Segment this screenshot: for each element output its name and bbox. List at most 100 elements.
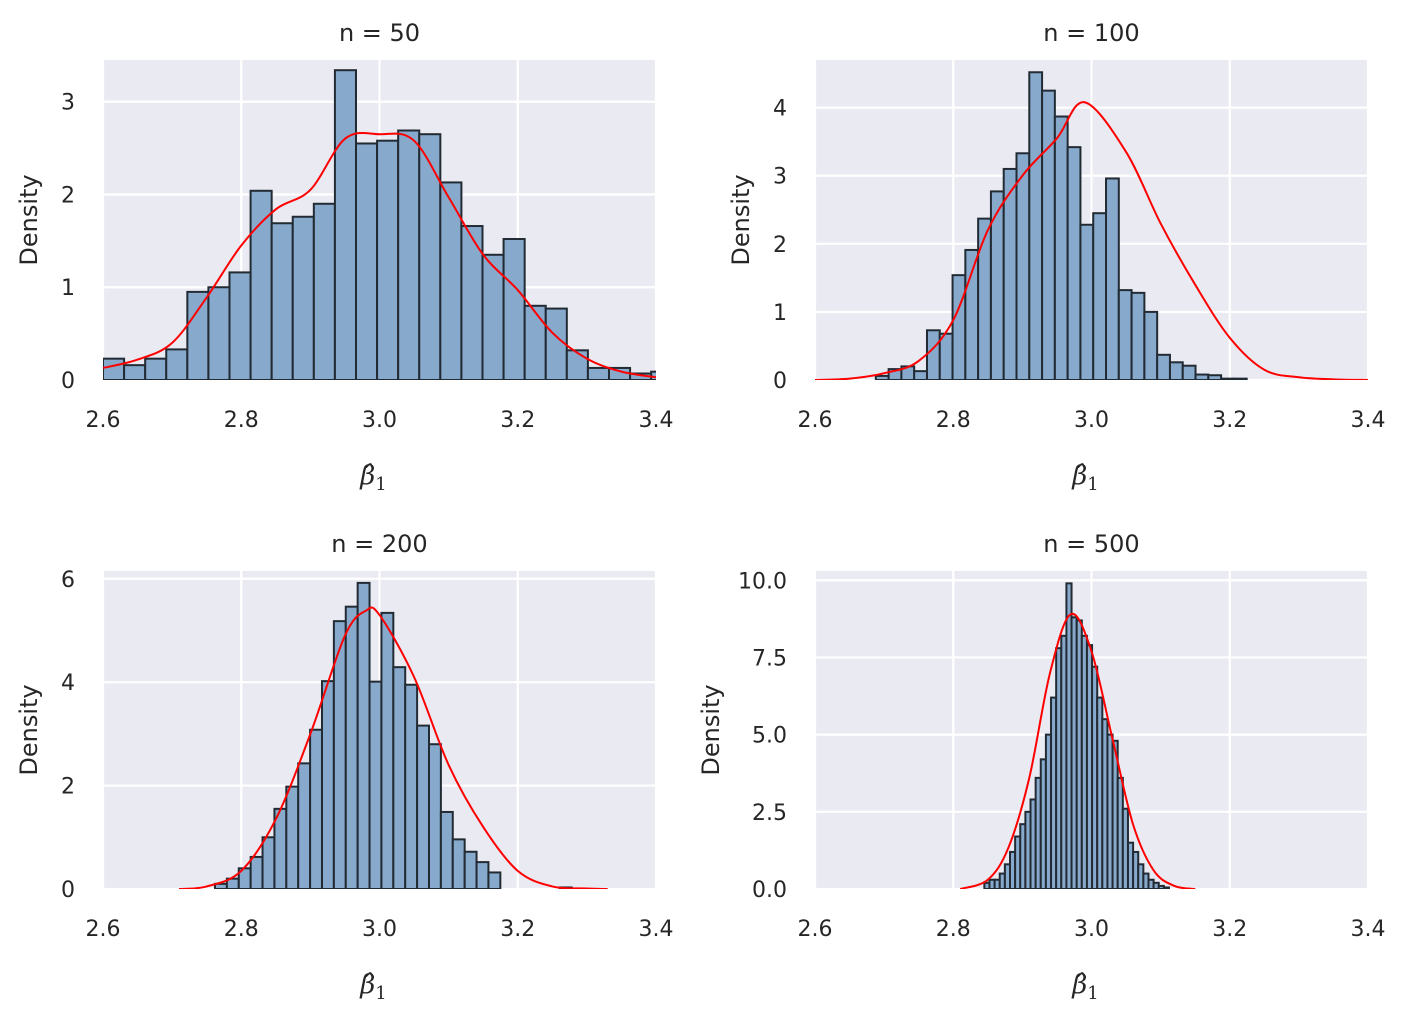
histogram-bars bbox=[103, 69, 656, 380]
y-tick-label: 5.0 bbox=[752, 724, 787, 749]
y-tick-label: 2.5 bbox=[752, 801, 787, 826]
x-tick-label: 2.8 bbox=[936, 408, 971, 433]
histogram-bar bbox=[451, 838, 466, 889]
histogram-bar bbox=[1181, 364, 1197, 380]
histogram-bar bbox=[475, 861, 490, 889]
y-tick-label: 1 bbox=[61, 276, 75, 301]
x-tick-label: 3.2 bbox=[1212, 917, 1247, 942]
y-tick-label: 0 bbox=[61, 878, 75, 903]
histogram-bar bbox=[270, 222, 294, 380]
x-tick-label: 3.0 bbox=[1074, 408, 1109, 433]
histogram-bar bbox=[544, 307, 568, 380]
histogram-bar bbox=[312, 202, 336, 380]
y-tick-label: 3 bbox=[61, 91, 75, 116]
histogram-bar bbox=[320, 680, 335, 889]
histogram-bar bbox=[165, 348, 189, 380]
histogram-bar bbox=[977, 217, 992, 380]
kde-curve bbox=[959, 612, 1196, 889]
histogram-bar bbox=[1092, 212, 1108, 380]
histogram-bar bbox=[1053, 115, 1069, 380]
histogram-bar bbox=[1162, 886, 1171, 889]
histogram-bar bbox=[523, 304, 547, 380]
panel-n50: 2.6 2.8 3.0 3.2 3.4 0 1 2 3 n = 50 Density β̂1 bbox=[15, 19, 674, 495]
histogram-bar bbox=[1130, 291, 1146, 380]
y-tick-label: 2 bbox=[61, 183, 75, 208]
grid bbox=[813, 60, 1370, 382]
panel-title: n = 500 bbox=[1043, 530, 1139, 558]
y-tick-label: 7.5 bbox=[752, 646, 787, 671]
y-tick-label: 2 bbox=[61, 775, 75, 800]
x-tick-label: 2.8 bbox=[224, 917, 259, 942]
y-tick-label: 4 bbox=[773, 97, 787, 122]
histogram-bar bbox=[309, 728, 323, 889]
y-axis-title: Density bbox=[15, 684, 43, 775]
x-tick-label: 3.2 bbox=[1212, 408, 1247, 433]
histogram-bar bbox=[354, 142, 379, 380]
histogram-bar bbox=[261, 836, 276, 889]
histogram-bar bbox=[392, 666, 407, 889]
histogram-bar bbox=[416, 724, 430, 889]
y-axis-title: Density bbox=[697, 684, 725, 775]
panel-n100: 2.6 2.8 3.0 3.2 3.4 0 1 2 3 4 n = 100 Density β̂1 bbox=[727, 19, 1386, 495]
histogram-bar bbox=[913, 370, 928, 380]
histogram-bar bbox=[951, 274, 967, 380]
histogram-bar bbox=[397, 129, 421, 380]
histogram-bar bbox=[249, 855, 264, 889]
histogram-bar bbox=[376, 139, 400, 380]
y-tick-label: 6 bbox=[61, 568, 75, 593]
x-axis-title: β̂1 bbox=[1071, 461, 1098, 495]
histogram-bar bbox=[356, 581, 371, 889]
y-tick-label: 10.0 bbox=[738, 569, 787, 594]
y-tick-label: 0 bbox=[61, 369, 75, 394]
histogram-bar bbox=[1207, 374, 1223, 380]
x-tick-label: 3.4 bbox=[1351, 917, 1386, 942]
y-axis-title: Density bbox=[727, 174, 755, 265]
panel-title: n = 50 bbox=[339, 19, 420, 47]
histogram-bar bbox=[1194, 373, 1210, 380]
histogram-bar bbox=[297, 762, 312, 889]
histogram-bars bbox=[213, 581, 573, 889]
x-axis-title: β̂1 bbox=[1071, 970, 1098, 1004]
x-tick-label: 3.0 bbox=[362, 408, 397, 433]
histogram-bar bbox=[123, 364, 147, 380]
histogram-bar bbox=[1066, 146, 1082, 380]
kde-curve bbox=[815, 101, 1368, 380]
histogram-bar bbox=[586, 366, 610, 380]
panel-n200: 2.6 2.8 3.0 3.2 3.4 0 2 4 6 n = 200 Density β̂1 bbox=[15, 530, 674, 1004]
histogram-bar bbox=[874, 374, 890, 380]
histogram-bar bbox=[1232, 377, 1248, 380]
x-tick-label: 2.6 bbox=[798, 917, 833, 942]
histogram-bar bbox=[291, 215, 315, 380]
histogram-bar bbox=[1143, 310, 1159, 380]
histogram-bars bbox=[983, 582, 1171, 889]
x-tick-label: 2.6 bbox=[86, 917, 121, 942]
histogram-bar bbox=[1041, 89, 1056, 380]
histogram-bar bbox=[418, 133, 442, 380]
histogram-bars bbox=[874, 71, 1248, 380]
histogram-bar bbox=[938, 332, 954, 380]
panel-title: n = 100 bbox=[1043, 19, 1139, 47]
y-tick-label: 0.0 bbox=[752, 878, 787, 903]
y-tick-label: 2 bbox=[773, 233, 787, 258]
histogram-bar bbox=[463, 850, 478, 889]
histogram-bar bbox=[439, 810, 454, 889]
histogram-bar bbox=[1156, 353, 1171, 380]
histogram-bar bbox=[344, 605, 359, 889]
histogram-bar bbox=[228, 271, 252, 380]
kde-curve bbox=[103, 131, 656, 379]
histogram-bar bbox=[186, 290, 210, 380]
histogram-bar bbox=[1105, 177, 1120, 380]
histogram-bar bbox=[333, 69, 357, 380]
histogram-bar bbox=[1220, 377, 1235, 380]
histogram-bar bbox=[273, 807, 288, 889]
y-tick-label: 1 bbox=[773, 301, 787, 326]
histogram-bar bbox=[925, 329, 941, 380]
x-tick-label: 2.8 bbox=[224, 408, 259, 433]
histogram-bar bbox=[565, 349, 589, 380]
x-tick-label: 2.6 bbox=[86, 408, 121, 433]
histogram-bar bbox=[427, 743, 442, 889]
histogram-bar bbox=[487, 871, 502, 889]
histogram-bar bbox=[144, 357, 168, 380]
x-tick-label: 3.4 bbox=[639, 917, 674, 942]
panel-n500: 2.6 2.8 3.0 3.2 3.4 0.0 2.5 5.0 7.5 10.0 n = 500 De… bbox=[697, 530, 1386, 1004]
